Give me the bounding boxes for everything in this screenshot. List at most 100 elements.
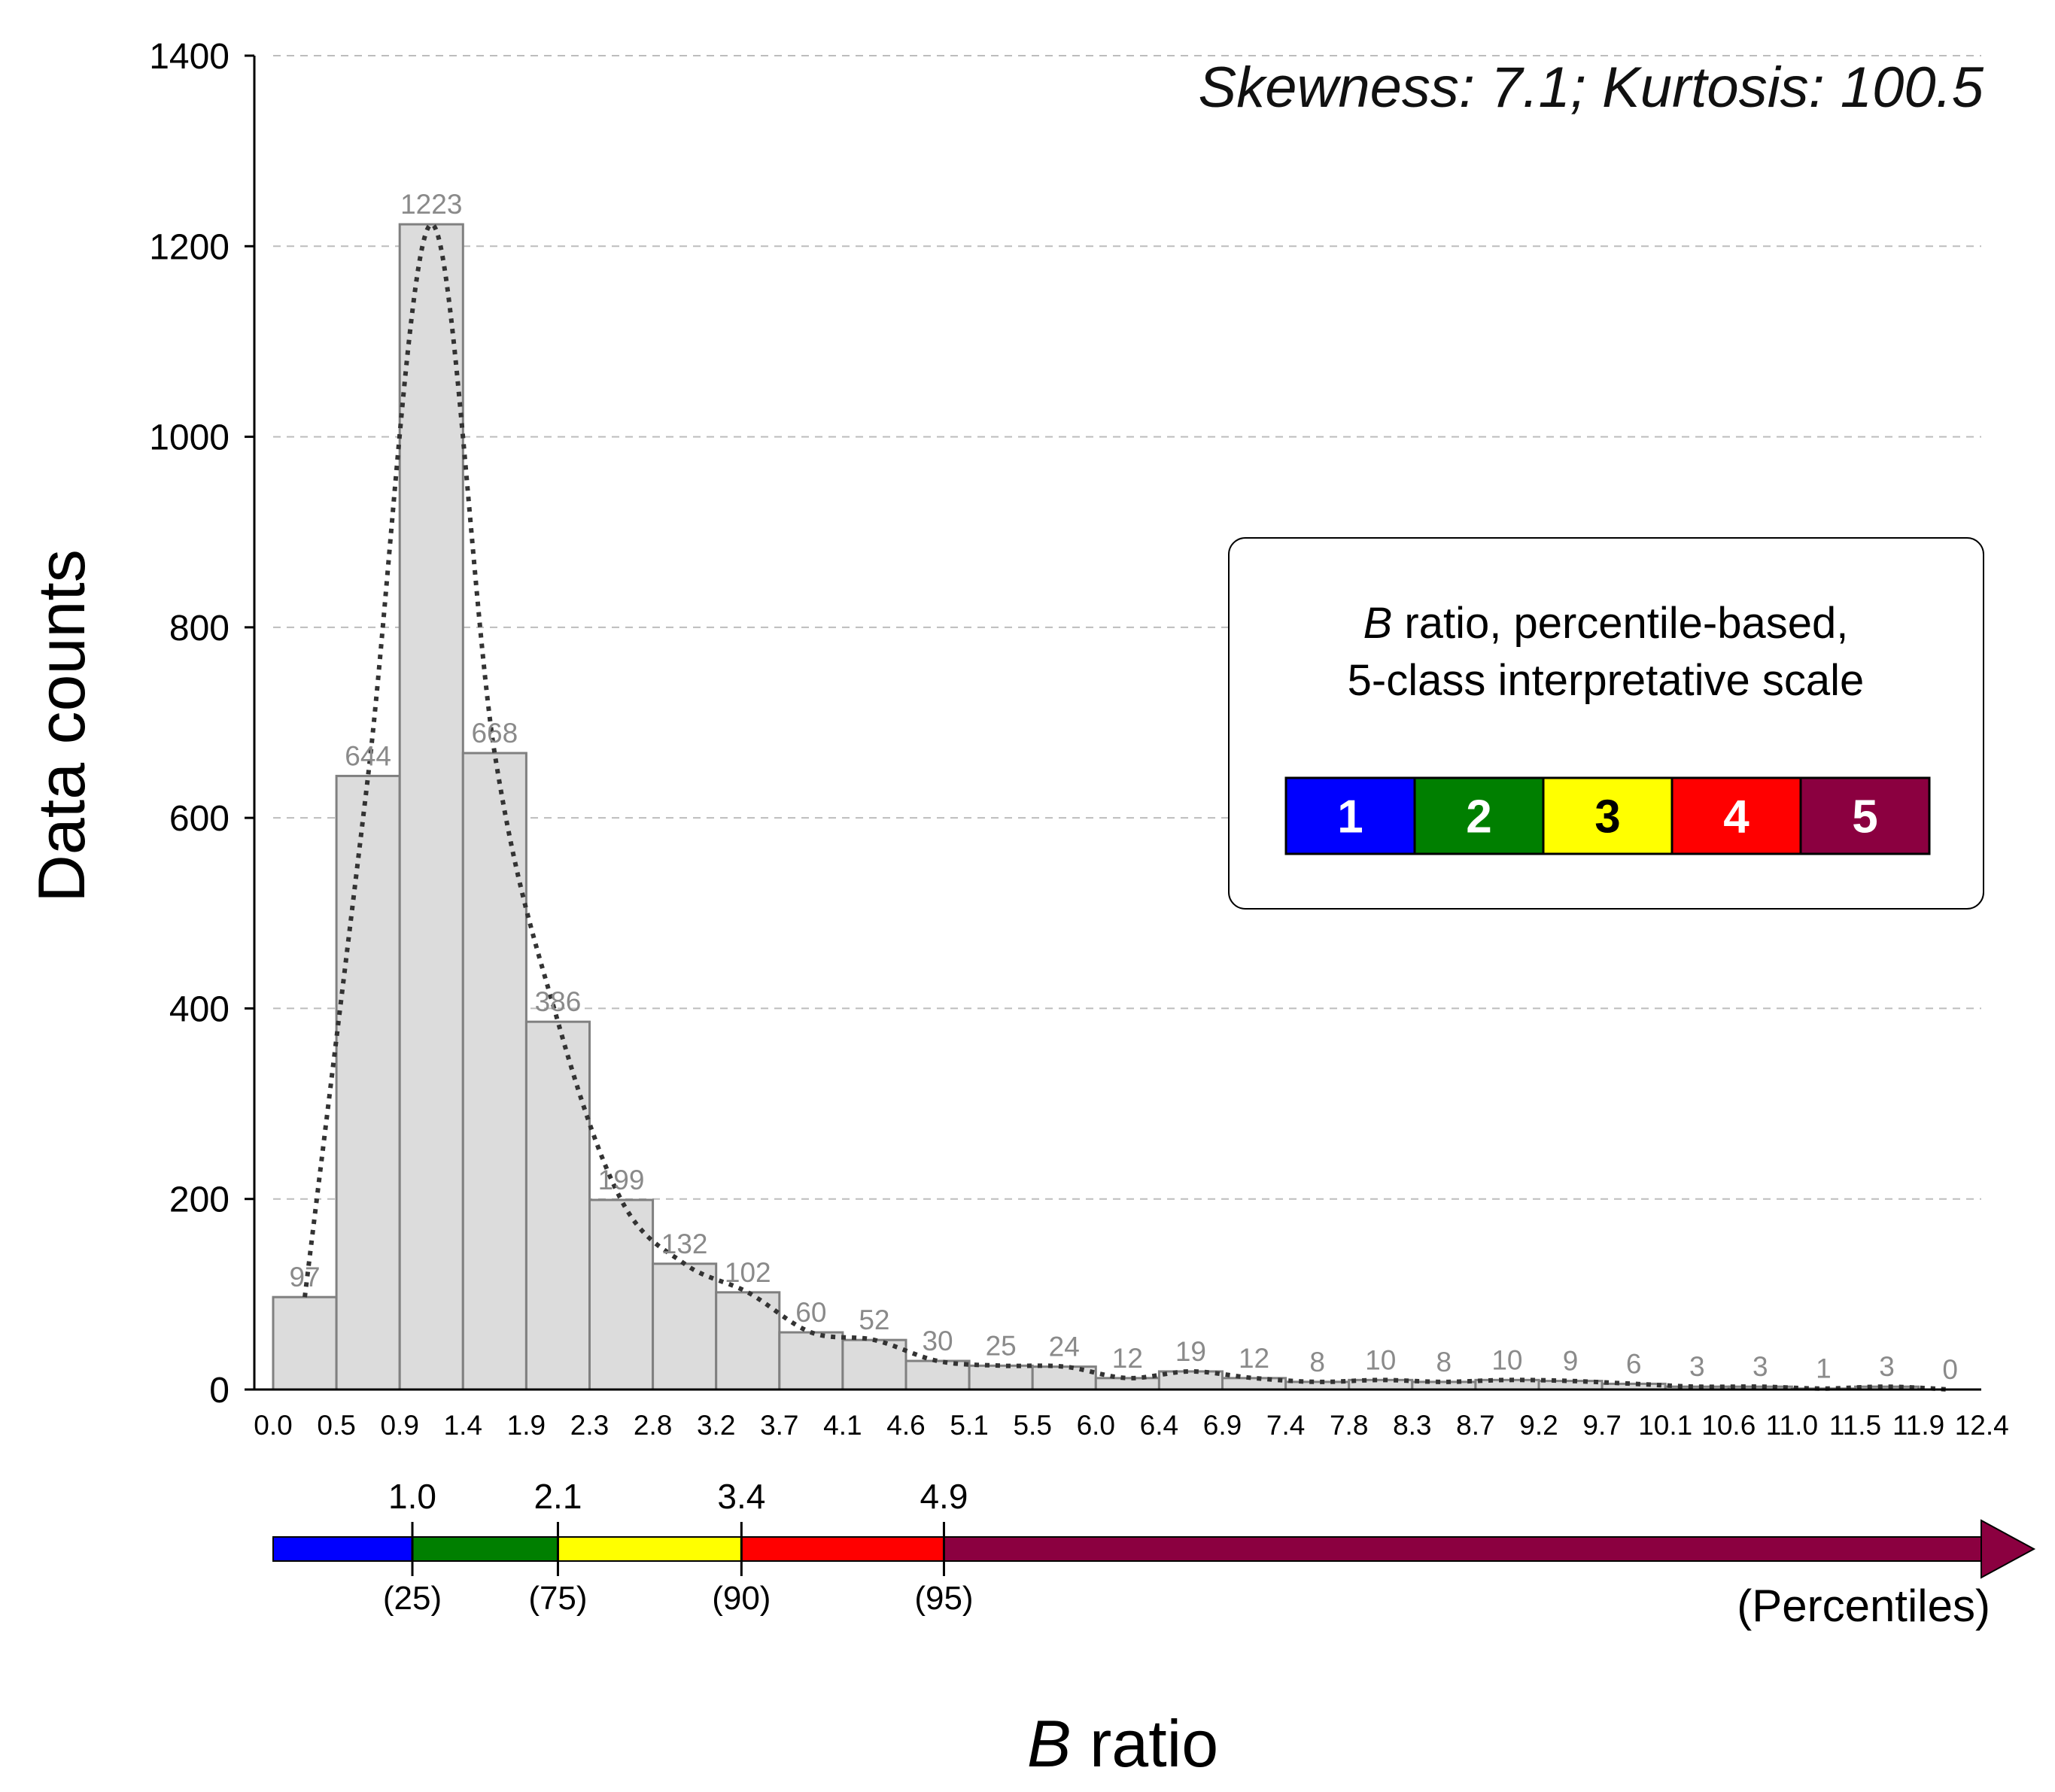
scale-percentile-label: (25) [383, 1580, 442, 1617]
bar-value-label: 10 [1365, 1344, 1396, 1375]
bar-value-label: 30 [922, 1326, 953, 1356]
y-axis-ticks: 0 200 400 600 800 1000 1200 1400 [149, 37, 254, 1411]
bar-value-label: 1 [1816, 1353, 1832, 1384]
x-axis-label: B ratio [1027, 1706, 1218, 1781]
x-tick-label: 4.1 [823, 1410, 862, 1441]
scale-threshold-value: 3.4 [717, 1477, 765, 1516]
axes [253, 56, 1981, 1391]
bar-value-label: 102 [725, 1257, 771, 1288]
legend-swatch-class-1 [1284, 776, 1416, 855]
x-tick-label: 11.9 [1892, 1410, 1944, 1441]
bar-value-label: 8 [1436, 1347, 1452, 1377]
skewness-kurtosis-text: Skewness: 7.1; Kurtosis: 100.5 [1199, 56, 1984, 120]
bar-value-label: 386 [535, 986, 582, 1017]
x-tick-label: 1.9 [507, 1410, 546, 1441]
x-tick-label: 0.5 [317, 1410, 355, 1441]
bar-value-label: 97 [289, 1262, 320, 1292]
y-axis-label: Data counts [24, 549, 99, 903]
bar-value-label: 644 [345, 740, 391, 771]
histogram-bar [968, 1364, 1034, 1391]
legend-swatch-class-3 [1542, 776, 1673, 855]
x-tick-label: 10.1 [1638, 1410, 1692, 1441]
x-tick-label: 5.1 [950, 1410, 988, 1441]
histogram-bar [715, 1291, 781, 1391]
y-tick-label: 0 [209, 1371, 230, 1411]
x-tick-label: 11.0 [1766, 1410, 1818, 1441]
x-tick-label: 7.4 [1266, 1410, 1305, 1441]
histogram-bar [1411, 1380, 1477, 1391]
x-tick-label: 4.6 [886, 1410, 925, 1441]
histogram-bar [461, 752, 527, 1391]
scale-percentile-label: (95) [914, 1580, 973, 1617]
legend-class-label: 1 [1337, 791, 1363, 843]
bar-value-label: 10 [1491, 1344, 1522, 1375]
legend-swatch-class-4 [1670, 776, 1802, 855]
x-tick-label: 9.2 [1519, 1410, 1558, 1441]
legend-title-line1: B ratio, percentile-based, [1363, 599, 1849, 648]
histogram-bar [1031, 1365, 1097, 1391]
scale-threshold-value: 2.1 [534, 1477, 582, 1516]
scale-segment [740, 1536, 945, 1562]
histogram-bar [524, 1020, 591, 1391]
x-axis-label-italic: B [1027, 1706, 1072, 1781]
x-tick-label: 7.8 [1330, 1410, 1368, 1441]
legend-swatch-class-2 [1413, 776, 1545, 855]
y-tick-label: 1000 [149, 418, 230, 458]
scale-segment [272, 1536, 414, 1562]
bar-value-label: 9 [1563, 1346, 1579, 1377]
bar-value-label: 52 [859, 1305, 889, 1335]
histogram-bar [1348, 1378, 1414, 1391]
histogram-bar [272, 1295, 338, 1391]
x-tick-label: 1.4 [444, 1410, 482, 1441]
histogram-bar [1094, 1377, 1160, 1391]
bar-value-label: 6 [1626, 1348, 1642, 1379]
histogram-bar [1537, 1380, 1604, 1391]
histogram-bar [904, 1359, 971, 1391]
percentiles-axis-title: (Percentiles) [1737, 1581, 1990, 1631]
histogram-bar [1221, 1377, 1287, 1391]
x-tick-label: 0.0 [254, 1410, 292, 1441]
y-tick-label: 600 [169, 799, 230, 839]
x-tick-label: 6.9 [1203, 1410, 1242, 1441]
scale-arrowhead [1981, 1519, 2036, 1579]
class-legend: B ratio, percentile-based, 5-class inter… [1228, 537, 1984, 910]
x-tick-label: 12.4 [1955, 1410, 2009, 1441]
histogram-bar [398, 223, 464, 1391]
x-tick-label: 9.7 [1582, 1410, 1621, 1441]
legend-swatch-class-5 [1799, 776, 1931, 855]
x-axis-ticks: 0.0 0.5 0.9 1.4 1.9 2.3 2.8 3.2 3.7 4.1 4.6 5.1 5.5 6… [254, 1410, 2008, 1441]
bar-value-label: 199 [598, 1165, 645, 1195]
bar-value-label: 3 [1879, 1351, 1895, 1382]
bar-value-label: 3 [1689, 1351, 1705, 1382]
scale-segment [943, 1536, 1982, 1562]
bar-value-label: 0 [1942, 1354, 1958, 1385]
histogram-bar [778, 1331, 844, 1391]
y-tick-label: 200 [169, 1180, 230, 1220]
histogram-bars [272, 223, 1920, 1391]
legend-title-rest: ratio, percentile-based, [1392, 599, 1848, 648]
x-tick-label: 6.4 [1140, 1410, 1178, 1441]
scale-threshold-value: 1.0 [388, 1477, 436, 1516]
bar-value-label: 19 [1175, 1336, 1206, 1367]
scale-threshold-value: 4.9 [920, 1477, 968, 1516]
histogram-bar [652, 1262, 718, 1391]
scale-percentile-label: (90) [712, 1580, 771, 1617]
bar-value-label: 3 [1753, 1351, 1768, 1382]
scale-segment [412, 1536, 559, 1562]
bar-value-label: 12 [1112, 1343, 1143, 1374]
bar-value-label: 132 [661, 1229, 708, 1259]
histogram-bar [1157, 1370, 1224, 1391]
bar-value-label: 25 [986, 1330, 1017, 1361]
legend-class-label: 5 [1852, 791, 1877, 843]
y-tick-label: 1400 [149, 37, 230, 77]
scale-segment [557, 1536, 743, 1562]
legend-class-label: 2 [1466, 791, 1491, 843]
legend-class-label: 4 [1723, 791, 1749, 843]
x-tick-label: 2.3 [570, 1410, 609, 1441]
bar-value-label: 1223 [400, 189, 462, 220]
histogram-bar [335, 774, 401, 1391]
bar-value-label: 668 [471, 718, 518, 749]
histogram-bar [588, 1198, 655, 1391]
